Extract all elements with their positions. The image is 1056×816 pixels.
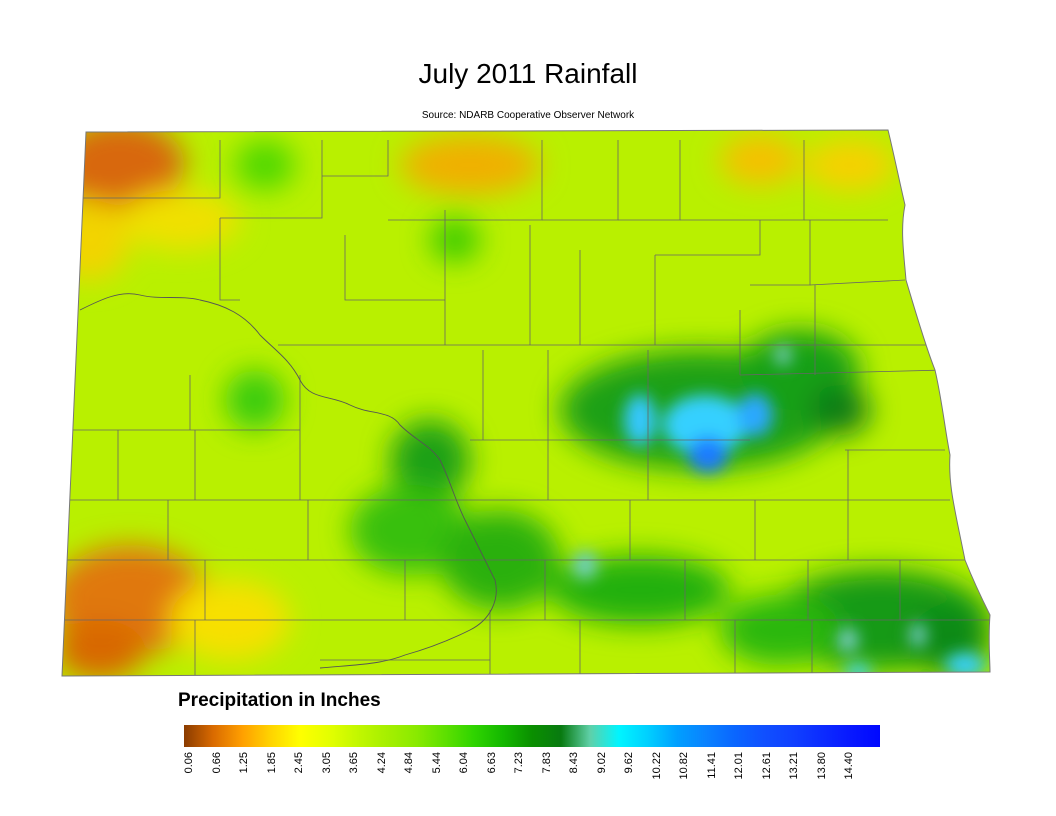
colorbar-tick-label: 13.21 [788,752,801,780]
colorbar-tick-label: 7.83 [540,752,553,774]
colorbar-tick-label: 9.02 [595,752,608,774]
colorbar-tick-label: 6.63 [485,752,498,774]
precipitation-field [62,130,990,676]
colorbar-tick-label: 4.84 [403,752,416,774]
colorbar-tick-label: 5.44 [430,752,443,774]
colorbar-tick-label: 6.04 [458,752,471,774]
colorbar-tick-label: 1.85 [265,752,278,774]
colorbar-tick-label: 10.82 [678,752,691,780]
colorbar-tick-label: 8.43 [568,752,581,774]
colorbar-tick-label: 12.01 [733,752,746,780]
colorbar-tick-label: 1.25 [238,752,251,774]
colorbar-tick-label: 12.61 [760,752,773,780]
river-line [79,293,497,669]
colorbar-tick-label: 0.06 [183,752,195,774]
colorbar-tick-label: 9.62 [623,752,636,774]
colorbar-tick-label: 3.65 [348,752,361,774]
colorbar-tick-label: 11.41 [705,752,718,779]
map-title: July 2011 Rainfall [418,58,638,89]
state-outline [61,129,991,677]
colorbar-tick-label: 0.66 [210,752,223,774]
colorbar-tick-label: 13.80 [815,752,828,780]
colorbar-ticks: 0.06 0.66 1.25 1.85 2.45 3.05 3.65 4.24 4.84 5.44… [183,752,880,792]
map-subtitle: Source: NDARB Cooperative Observer Netwo… [421,110,635,121]
colorbar-tick-label: 7.23 [513,752,526,774]
colorbar-tick-label: 4.24 [375,752,388,774]
colorbar-tick-label: 10.22 [650,752,663,780]
colorbar-tick-label: 2.45 [293,752,306,774]
colorbar-tick-label: 14.40 [843,752,856,780]
legend-title: Precipitation in Inches [178,690,381,711]
colorbar-tick-label: 3.05 [320,752,333,774]
precipitation-colorbar [184,725,880,747]
county-boundaries [64,140,990,676]
